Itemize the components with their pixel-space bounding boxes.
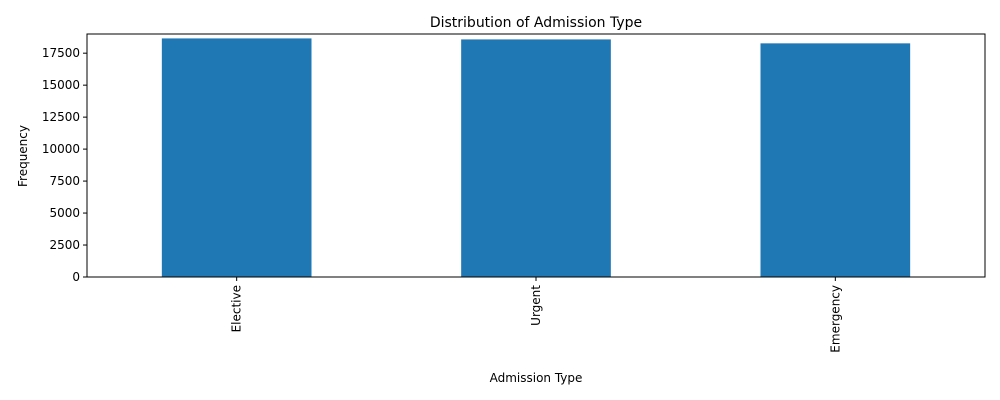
chart-title: Distribution of Admission Type: [430, 15, 642, 31]
y-tick-label: 2500: [49, 238, 80, 252]
y-axis-label: Frequency: [16, 125, 30, 187]
x-tick-label: Urgent: [529, 285, 543, 326]
plot-frame: [86, 33, 986, 278]
y-tick-label: 12500: [42, 110, 80, 124]
y-tick-label: 15000: [42, 78, 80, 92]
x-axis-ticks: Elective Urgent Emergency: [230, 277, 842, 353]
y-axis-ticks: 0 2500 5000 7500 10000 12500 15000 17500: [42, 46, 87, 284]
y-tick-label: 10000: [42, 142, 80, 156]
y-tick-label: 5000: [49, 206, 80, 220]
bar-urgent: [461, 39, 611, 278]
bar-emergency: [760, 43, 911, 277]
y-tick-label: 7500: [49, 174, 80, 188]
bars-group: [161, 38, 911, 278]
bar-elective: [161, 38, 312, 277]
x-tick-label: Elective: [230, 285, 244, 332]
y-tick-label: 17500: [42, 46, 80, 60]
x-axis-label: Admission Type: [490, 371, 583, 385]
y-tick-label: 0: [72, 270, 80, 284]
x-tick-label: Emergency: [828, 285, 842, 353]
